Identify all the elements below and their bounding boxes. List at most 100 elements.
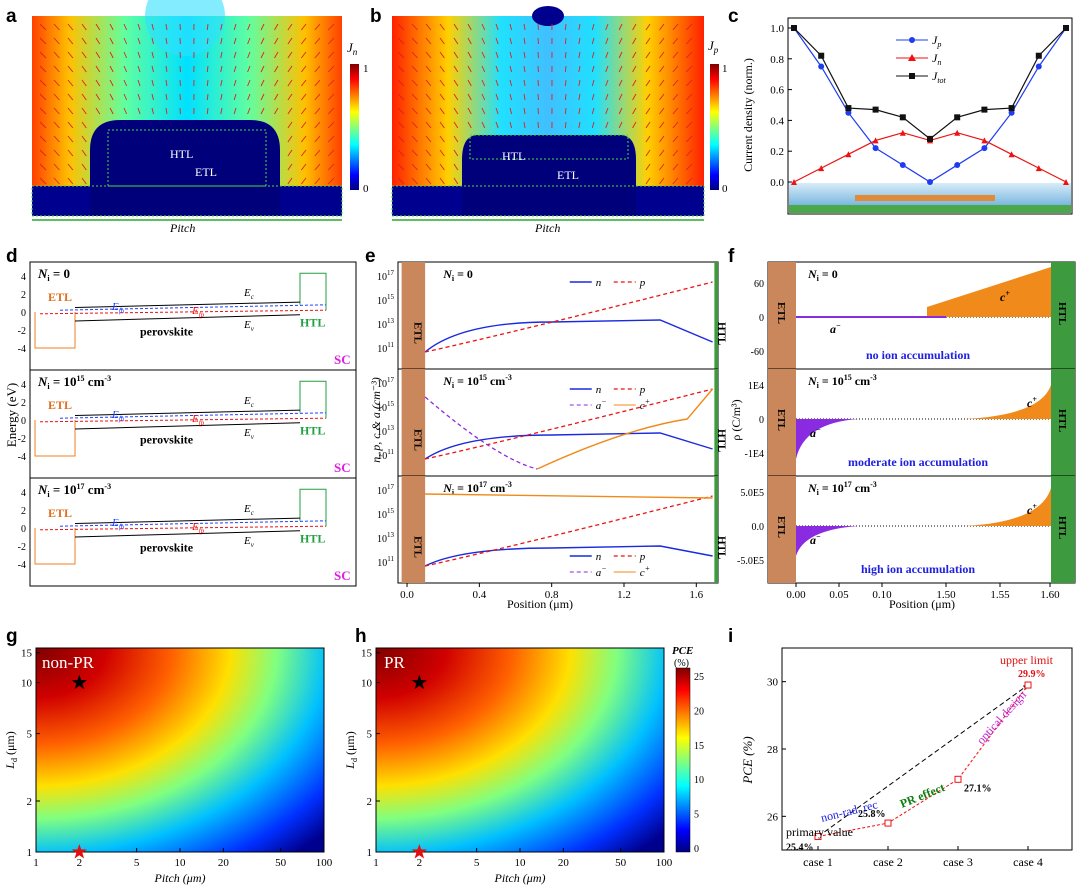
field-arrow-arrowsA-110: [39, 93, 47, 101]
field-arrow-arrowsB-196: [425, 163, 432, 171]
band-ytick-0-2: 0: [21, 308, 26, 319]
field-arrow-arrowsB-78: [564, 65, 567, 73]
colorbar-tick-h-5: 0: [694, 844, 699, 855]
field-arrow-arrowsA-48: [95, 51, 101, 59]
field-arrow-arrowsB-8: [509, 23, 513, 31]
charge-ytick-2-0: 5.0E5: [740, 488, 764, 499]
band-title-2: Ni = 1017 cm-3: [37, 482, 111, 499]
band-efp-1: [39, 417, 327, 423]
carrier-htl-1: [714, 369, 718, 476]
band-sc-2: SC: [334, 568, 351, 583]
field-arrow-arrowsA-12: [206, 23, 209, 31]
band-ec-label-0: Ec: [243, 287, 255, 301]
field-arrow-arrowsA-70: [95, 65, 101, 73]
charge-htl-label-1: HTL: [1056, 409, 1068, 432]
xtick-label-e-4: 1.6: [689, 589, 703, 601]
annotation-pr: PR effect: [898, 780, 947, 811]
carrier-legend-a-2: a−: [596, 564, 607, 579]
ytick-label-i-1: 28: [767, 744, 779, 756]
carrier-title-1: Ni = 1015 cm-3: [442, 373, 512, 390]
xtick-label-i-2: case 3: [943, 855, 973, 869]
carrier-a-1: [424, 396, 538, 470]
field-arrow-arrowsB-191: [659, 149, 665, 157]
xaxis-f: 0.00 0.05 0.10 1.50 1.55 1.60: [786, 583, 1060, 601]
series-c: [791, 25, 1069, 185]
field-arrow-arrowsA-61: [274, 51, 279, 59]
panel-label-h: h: [355, 626, 367, 647]
band-material-0: perovskite: [140, 324, 194, 338]
field-arrow-arrowsB-135: [439, 107, 445, 115]
field-arrow-arrowsA-157: [81, 121, 87, 129]
field-arrow-arrowsB-16: [618, 23, 623, 31]
ytick-label-c-3: 0.6: [770, 85, 784, 97]
carrier-legend-c-2: c+: [640, 564, 650, 579]
field-arrow-arrowsA-43: [327, 37, 335, 45]
colorbar-a: [350, 64, 359, 190]
carrier-legend-p-1: p: [639, 384, 646, 396]
band-sc-0: SC: [334, 352, 351, 367]
ylabel-f: ρ (C/m³): [729, 399, 743, 440]
field-arrow-arrowsA-169: [327, 135, 335, 143]
band-htl-label-2: HTL: [300, 531, 325, 545]
field-arrow-arrowsA-42: [314, 37, 321, 45]
charge-ytick-1-0: 1E4: [748, 381, 764, 392]
band-ec-label-2: Ec: [243, 503, 255, 517]
top-contact-b: [532, 6, 564, 26]
field-arrow-arrowsB-37: [605, 37, 609, 45]
xtick-label-f-0: 0.00: [786, 589, 806, 601]
field-arrow-arrowsA-111: [53, 93, 60, 101]
field-arrow-arrowsB-7: [495, 23, 499, 31]
field-arrow-arrowsA-67: [53, 65, 60, 73]
band-ev-0: [74, 314, 301, 322]
field-arrow-arrowsB-88: [397, 79, 405, 87]
current-arrows-b: [397, 23, 693, 185]
field-arrow-arrowsA-141: [165, 107, 168, 115]
field-arrow-arrowsA-189: [81, 177, 87, 185]
field-arrow-arrowsB-110: [397, 93, 405, 101]
field-arrow-arrowsB-51: [495, 51, 499, 59]
band-ytick-0-0: 4: [21, 272, 26, 283]
field-arrow-arrowsA-84: [287, 65, 293, 73]
field-arrow-arrowsB-141: [523, 107, 526, 115]
field-arrow-arrowsB-149: [632, 107, 637, 115]
xlabel-g: Pitch (μm): [153, 871, 205, 885]
band-ytick-2-4: -4: [18, 560, 26, 571]
field-arrow-arrowsB-144: [564, 107, 567, 115]
colorbar-b: [710, 64, 719, 190]
field-arrow-arrowsA-38: [260, 37, 265, 45]
field-arrow-arrowsB-190: [645, 149, 651, 157]
field-arrow-arrowsA-91: [81, 79, 87, 87]
carrier-legend-n-0: n: [596, 277, 602, 289]
legend-label-jn: Jn: [932, 51, 941, 67]
field-arrow-arrowsB-18: [645, 23, 651, 31]
field-arrow-arrowsA-172: [67, 149, 74, 157]
axis-g: 1 2 5 10 20 50 100 1 2 5 10 15: [21, 648, 333, 869]
field-arrow-arrowsA-34: [206, 37, 209, 45]
xlabel-f: Position (μm): [889, 597, 955, 611]
field-arrow-arrowsB-68: [425, 65, 432, 73]
carrier-htl-label-0: HTL: [715, 322, 727, 345]
charge-a-area-1: [796, 419, 858, 459]
xtick-label-h-3: 10: [515, 857, 527, 869]
panel-label-b: b: [370, 6, 382, 27]
field-arrow-arrowsA-22: [39, 37, 47, 45]
field-arrow-arrowsA-79: [220, 65, 223, 73]
legend-marker-jn: [908, 54, 916, 61]
field-arrow-arrowsA-155: [53, 121, 60, 129]
field-arrow-arrowsB-193: [685, 149, 693, 157]
pce-line-i: [817, 684, 1029, 838]
charge-title-0: Ni = 0: [807, 267, 838, 283]
xaxis-e: 0.0 0.4 0.8 1.2 1.6: [400, 583, 704, 601]
field-arrow-arrowsA-105: [274, 79, 279, 87]
field-arrow-arrowsA-58: [233, 51, 237, 59]
colorbar-tick-h-0: 25: [694, 672, 704, 683]
field-arrow-arrowsA-29: [137, 37, 141, 45]
ylabel-i: PCE (%): [740, 736, 755, 784]
ytick-label-c-2: 0.4: [770, 115, 784, 127]
carrier-ytick-1-2: 1013: [377, 424, 395, 438]
field-arrow-arrowsB-199: [645, 163, 651, 171]
series-point-c-2-10: [1063, 25, 1069, 31]
series-point-c-1-1: [818, 165, 825, 172]
field-arrow-arrowsA-166: [287, 135, 293, 143]
series-point-c-1-7: [981, 137, 988, 144]
